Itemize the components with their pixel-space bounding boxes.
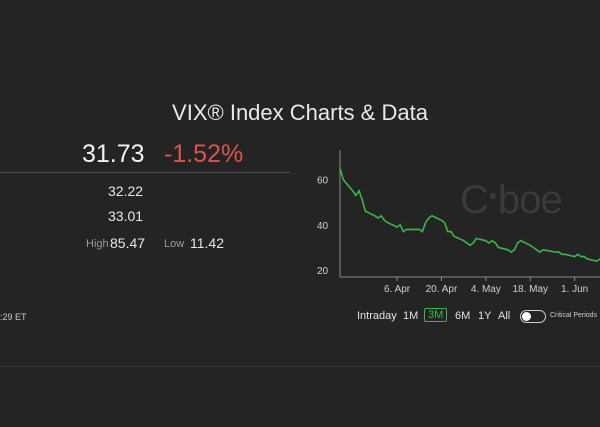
prev-close-value: 32.22 [108,183,144,199]
critical-periods-label: Critical Periods [550,312,598,319]
high-value: 85.47 [110,235,146,251]
range-1y-button[interactable]: 1Y [478,310,492,322]
x-tick-label: 18. May [512,284,548,295]
chart-series-line [339,167,600,262]
section-divider [0,366,600,367]
x-tick-label: 1. Jun [561,284,588,295]
last-price: 31.73 [82,140,145,168]
toggle-knob [522,312,531,321]
range-1m-button[interactable]: 1M [403,310,419,322]
percent-change: -1.52% [164,140,244,168]
divider [0,172,290,173]
y-tick-label: 60 [317,175,329,186]
x-tick-label: 20. Apr [426,284,458,295]
range-all-button[interactable]: All [498,310,511,322]
range-3m-button[interactable]: 3M [424,308,448,322]
low-value: 11.42 [190,235,224,251]
range-6m-button[interactable]: 6M [455,310,471,322]
page-title: VIX® Index Charts & Data [172,100,428,125]
open-value: 33.01 [108,208,144,224]
range-intraday-button[interactable]: Intraday [357,310,397,322]
y-tick-label: 40 [317,221,329,232]
critical-periods-toggle[interactable] [520,310,546,323]
y-tick-label: 20 [317,266,329,277]
x-tick-label: 6. Apr [384,284,411,295]
low-label: Low [164,238,185,250]
timestamp: :29 ET [0,312,27,322]
cboe-logo-icon [489,192,496,199]
vix-line-chart: 20 40 60 6. Apr 20. Apr 4. May 18. May 1. Jun [317,150,600,295]
x-tick-label: 4. May [471,284,501,295]
high-label: High [86,238,109,250]
